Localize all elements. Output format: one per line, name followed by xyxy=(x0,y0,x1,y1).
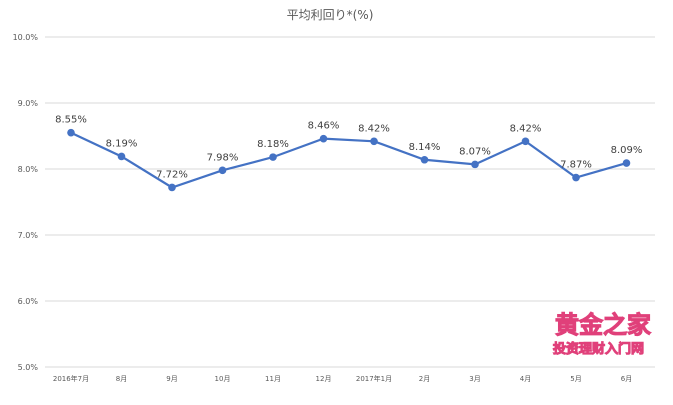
x-tick-label: 11月 xyxy=(265,375,281,383)
data-point xyxy=(370,137,378,146)
data-point xyxy=(319,134,328,143)
data-label: 8.42% xyxy=(358,123,390,134)
data-point xyxy=(67,128,75,137)
y-tick-label: 8.0% xyxy=(18,165,39,174)
data-label: 8.55% xyxy=(55,115,87,126)
data-label: 8.46% xyxy=(308,121,340,132)
x-tick-label: 6月 xyxy=(621,375,632,383)
data-point xyxy=(218,166,227,175)
data-point xyxy=(622,159,631,167)
x-tick-label: 2月 xyxy=(419,375,430,383)
watermark-logo: 黄金之家 xyxy=(555,311,652,339)
data-label: 8.07% xyxy=(459,146,491,157)
x-tick-label: 2017年1月 xyxy=(356,374,392,383)
data-label: 7.72% xyxy=(156,169,188,180)
y-tick-label: 6.0% xyxy=(18,297,39,306)
x-tick-label: 10月 xyxy=(215,375,231,383)
chart-title: 平均利回り*(%) xyxy=(287,8,374,22)
data-label: 7.87% xyxy=(560,160,592,171)
data-label: 8.09% xyxy=(611,145,643,156)
series-line xyxy=(70,131,627,189)
data-label: 8.14% xyxy=(409,142,441,153)
data-label: 7.98% xyxy=(207,152,239,163)
data-point xyxy=(269,153,277,161)
data-point xyxy=(521,137,530,146)
x-tick-label: 4月 xyxy=(520,375,531,383)
data-label: 8.18% xyxy=(257,139,289,150)
data-point xyxy=(471,160,479,169)
watermark-subtitle: 投资理财入门网 xyxy=(552,342,645,358)
x-tick-label: 2016年7月 xyxy=(53,374,89,383)
y-tick-label: 9.0% xyxy=(18,99,39,108)
y-tick-label: 7.0% xyxy=(18,231,39,240)
x-tick-label: 5月 xyxy=(570,375,581,383)
data-label: 8.42% xyxy=(510,123,542,134)
y-tick-label: 5.0% xyxy=(18,363,39,372)
x-tick-label: 9月 xyxy=(166,375,177,383)
data-point xyxy=(572,173,580,182)
data-point xyxy=(117,152,126,161)
x-tick-label: 8月 xyxy=(116,375,127,383)
x-tick-label: 12月 xyxy=(316,375,332,383)
y-tick-label: 10.0% xyxy=(13,33,39,42)
data-point xyxy=(168,183,176,192)
data-label: 8.19% xyxy=(106,138,138,149)
data-point xyxy=(420,155,429,164)
x-tick-label: 3月 xyxy=(469,375,480,383)
